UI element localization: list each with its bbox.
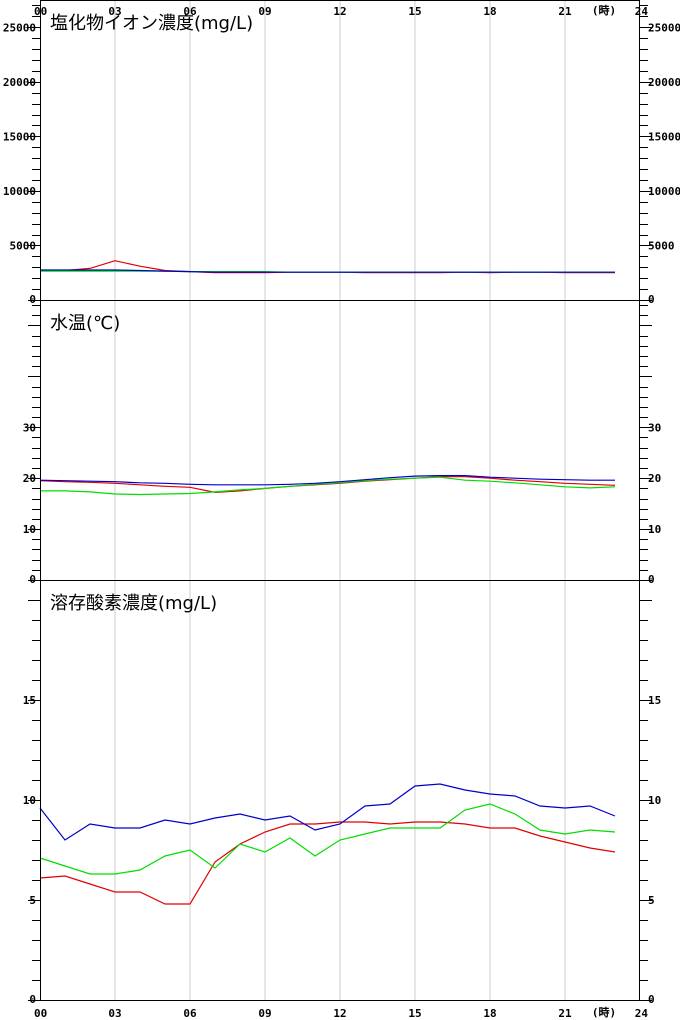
y-tick-label-left: 0: [29, 573, 36, 586]
series-line: [39, 783, 616, 841]
hour-label-bottom: 00: [34, 1007, 47, 1020]
y-tick-label-left: 5: [29, 894, 36, 907]
y-tick-label-right: 0: [648, 993, 655, 1006]
hour-label-bottom: 21: [558, 1007, 572, 1020]
y-tick-label-left: 30: [23, 421, 36, 434]
hour-label-top: 24: [635, 5, 649, 18]
y-tick-label-left: 10: [23, 523, 36, 536]
y-tick-label-right: 10: [648, 523, 661, 536]
hour-label-bottom: 09: [258, 1007, 271, 1020]
hour-unit-top: (時): [592, 3, 616, 17]
chart-panel: 0 0 10 10 20 20 30 30 水温(℃): [23, 300, 661, 586]
y-tick-label-right: 10000: [648, 185, 680, 198]
hour-label-bottom: 18: [483, 1007, 496, 1020]
y-tick-label-left: 25000: [3, 21, 36, 34]
y-tick-label-left: 20: [23, 472, 36, 485]
y-tick-label-left: 10: [23, 794, 36, 807]
y-tick-label-right: 5: [648, 894, 655, 907]
hour-label-bottom: 24: [635, 1007, 649, 1020]
chart-panel: 0 0 5 5 10 10 15 15 溶存酸素濃度(mg/L): [23, 580, 661, 1006]
series-line: [39, 821, 616, 905]
panel-title: 水温(℃): [50, 313, 120, 334]
chart-panel: 0 0 5000 5000 10000 10000 15000 15000 20000 20000…: [3, 0, 680, 306]
y-tick-label-right: 0: [648, 573, 655, 586]
y-tick-label-right: 20: [648, 472, 661, 485]
panel-title: 溶存酸素濃度(mg/L): [50, 593, 217, 614]
series-line: [39, 803, 616, 875]
series-line: [39, 475, 615, 486]
hour-label-bottom: 15: [408, 1007, 421, 1020]
y-tick-label-right: 15: [648, 694, 661, 707]
y-tick-label-right: 10: [648, 794, 661, 807]
y-tick-label-left: 5000: [10, 239, 37, 252]
y-tick-label-right: 20000: [648, 76, 680, 89]
y-tick-label-right: 25000: [648, 21, 680, 34]
y-tick-label-right: 15000: [648, 130, 680, 143]
bottom-hour-axis: 00 03 06 09 12 15 18 21 24 (時): [34, 1005, 648, 1020]
hour-unit-bottom: (時): [592, 1005, 616, 1019]
y-tick-label-left: 0: [29, 293, 36, 306]
series-line: [40, 476, 616, 496]
panel-title: 塩化物イオン濃度(mg/L): [50, 13, 253, 34]
y-tick-label-right: 5000: [648, 239, 675, 252]
hour-label-bottom: 12: [333, 1007, 346, 1020]
y-tick-label-left: 15000: [3, 130, 36, 143]
y-tick-label-left: 20000: [3, 76, 36, 89]
y-tick-label-left: 0: [29, 993, 36, 1006]
hour-label-bottom: 06: [183, 1007, 197, 1020]
y-tick-label-left: 10000: [3, 185, 36, 198]
series-line: [40, 269, 615, 273]
y-tick-label-right: 0: [648, 293, 655, 306]
y-tick-label-right: 30: [648, 421, 661, 434]
hour-label-bottom: 03: [108, 1007, 121, 1020]
y-tick-label-left: 15: [23, 694, 36, 707]
